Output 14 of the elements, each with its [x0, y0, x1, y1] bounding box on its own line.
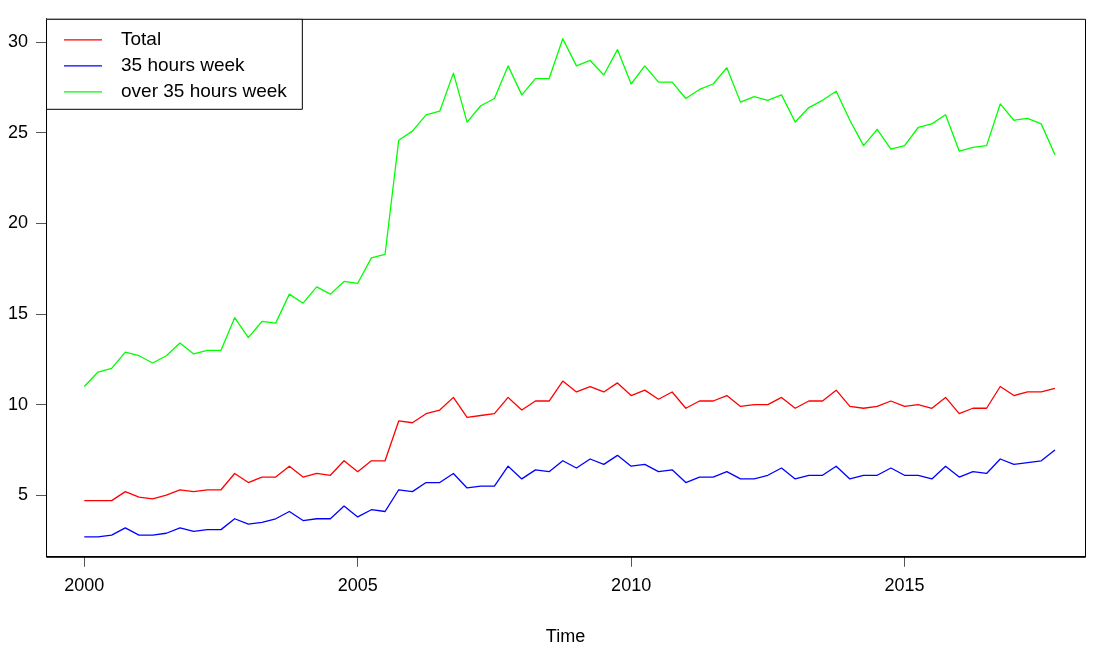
- y-tick-label: 20: [7, 212, 29, 233]
- x-tick-label: 2000: [64, 574, 105, 595]
- x-tick-label: 2005: [337, 574, 378, 595]
- x-axis-title: Time: [545, 626, 586, 647]
- y-tick-label: 10: [7, 393, 29, 414]
- legend-label: 35 hours week: [121, 54, 246, 76]
- y-tick-label: 15: [7, 303, 29, 324]
- x-tick-label: 2015: [884, 574, 925, 595]
- legend-label: Total: [121, 28, 162, 50]
- y-tick-label: 30: [7, 31, 29, 52]
- legend-label: over 35 hours week: [121, 80, 288, 102]
- y-tick-label: 5: [18, 484, 29, 505]
- x-tick-label: 2010: [611, 574, 652, 595]
- y-tick-label: 25: [7, 121, 29, 142]
